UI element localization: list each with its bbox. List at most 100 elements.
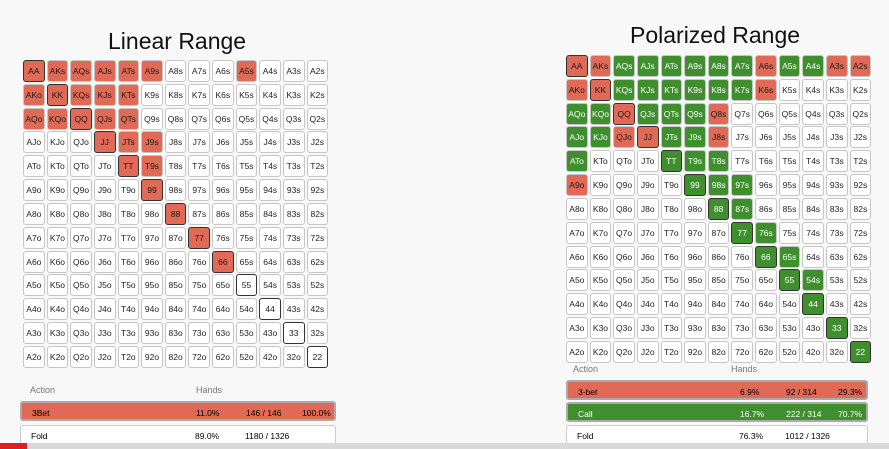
hand-cell-98s[interactable]: 98s (707, 174, 730, 197)
hand-cell-j7o[interactable]: J7o (636, 221, 659, 244)
hand-cell-ats[interactable]: ATs (117, 60, 140, 82)
hand-cell-k6o[interactable]: K6o (589, 245, 612, 268)
hand-cell-q3o[interactable]: Q3o (70, 322, 92, 344)
hand-cell-q3s[interactable]: Q3s (825, 102, 848, 125)
hand-cell-84o[interactable]: 84o (707, 293, 730, 316)
hand-cell-95s[interactable]: 95s (778, 174, 801, 197)
hand-cell-q2s[interactable]: Q2s (306, 107, 329, 130)
hand-cell-q9o[interactable]: Q9o (70, 179, 92, 202)
hand-cell-ats[interactable]: ATs (660, 55, 683, 77)
hand-cell-k5o[interactable]: K5o (46, 274, 69, 297)
hand-cell-qts[interactable]: QTs (660, 102, 683, 125)
hand-cell-a8s[interactable]: A8s (707, 55, 730, 77)
hand-cell-ako[interactable]: AKo (23, 83, 45, 106)
hand-cell-92s[interactable]: 92s (849, 174, 872, 197)
hand-cell-j7s[interactable]: J7s (188, 131, 211, 154)
hand-cell-k8o[interactable]: K8o (589, 197, 612, 220)
hand-cell-42o[interactable]: 42o (802, 340, 824, 363)
hand-cell-k6s[interactable]: K6s (755, 78, 777, 101)
hand-cell-j9o[interactable]: J9o (636, 174, 659, 197)
hand-cell-aks[interactable]: AKs (589, 55, 612, 77)
hand-cell-q6o[interactable]: Q6o (70, 250, 92, 273)
hand-cell-a9s[interactable]: A9s (141, 60, 163, 82)
hand-cell-a3o[interactable]: A3o (23, 322, 45, 344)
hand-cell-j8o[interactable]: J8o (636, 197, 659, 220)
hand-cell-t8o[interactable]: T8o (660, 197, 683, 220)
hand-cell-kto[interactable]: KTo (46, 155, 69, 178)
hand-cell-ajo[interactable]: AJo (566, 126, 588, 149)
hand-cell-a3o[interactable]: A3o (566, 317, 588, 339)
hand-cell-q9s[interactable]: Q9s (141, 107, 163, 130)
hand-cell-96s[interactable]: 96s (755, 174, 777, 197)
hand-cell-k7s[interactable]: K7s (188, 83, 211, 106)
hand-cell-j9o[interactable]: J9o (93, 179, 116, 202)
hand-cell-kk[interactable]: KK (589, 78, 612, 101)
hand-cell-75o[interactable]: 75o (731, 269, 754, 292)
hand-cell-a8o[interactable]: A8o (23, 202, 45, 225)
hand-cell-t8s[interactable]: T8s (707, 150, 730, 173)
hand-cell-t7o[interactable]: T7o (660, 221, 683, 244)
hand-cell-77[interactable]: 77 (188, 226, 211, 249)
hand-cell-a2s[interactable]: A2s (849, 55, 872, 77)
hand-cell-66[interactable]: 66 (755, 245, 777, 268)
hand-cell-a8s[interactable]: A8s (164, 60, 187, 82)
hand-cell-kqs[interactable]: KQs (613, 78, 635, 101)
hand-cell-88[interactable]: 88 (164, 202, 187, 225)
hand-cell-43o[interactable]: 43o (259, 322, 281, 344)
hand-cell-qq[interactable]: QQ (613, 102, 635, 125)
hand-cell-k9s[interactable]: K9s (141, 83, 163, 106)
hand-cell-93o[interactable]: 93o (684, 317, 706, 339)
hand-cell-k2o[interactable]: K2o (46, 345, 69, 368)
hand-cell-94s[interactable]: 94s (259, 179, 281, 202)
hand-cell-jj[interactable]: JJ (636, 126, 659, 149)
hand-cell-86o[interactable]: 86o (707, 245, 730, 268)
hand-cell-k8o[interactable]: K8o (46, 202, 69, 225)
hand-cell-q7s[interactable]: Q7s (188, 107, 211, 130)
hand-cell-76o[interactable]: 76o (188, 250, 211, 273)
hand-cell-97s[interactable]: 97s (731, 174, 754, 197)
hand-cell-75s[interactable]: 75s (778, 221, 801, 244)
hand-cell-a4s[interactable]: A4s (802, 55, 824, 77)
hand-cell-a3s[interactable]: A3s (825, 55, 848, 77)
hand-cell-aqs[interactable]: AQs (70, 60, 92, 82)
hand-cell-kto[interactable]: KTo (589, 150, 612, 173)
hand-cell-t3s[interactable]: T3s (825, 150, 848, 173)
hand-cell-87o[interactable]: 87o (164, 226, 187, 249)
hand-cell-53s[interactable]: 53s (825, 269, 848, 292)
hand-cell-73o[interactable]: 73o (731, 317, 754, 339)
hand-cell-52o[interactable]: 52o (778, 340, 801, 363)
hand-cell-jj[interactable]: JJ (93, 131, 116, 154)
hand-cell-k7s[interactable]: K7s (731, 78, 754, 101)
hand-cell-k3s[interactable]: K3s (825, 78, 848, 101)
hand-cell-aa[interactable]: AA (566, 55, 588, 77)
hand-cell-kts[interactable]: KTs (660, 78, 683, 101)
hand-cell-j4o[interactable]: J4o (93, 298, 116, 321)
hand-cell-82s[interactable]: 82s (306, 202, 329, 225)
hand-cell-55[interactable]: 55 (778, 269, 801, 292)
hand-cell-ajs[interactable]: AJs (93, 60, 116, 82)
hand-cell-t9o[interactable]: T9o (660, 174, 683, 197)
hand-cell-q4s[interactable]: Q4s (802, 102, 824, 125)
hand-cell-33[interactable]: 33 (282, 322, 305, 344)
hand-cell-kqs[interactable]: KQs (70, 83, 92, 106)
hand-cell-97s[interactable]: 97s (188, 179, 211, 202)
hand-cell-54s[interactable]: 54s (802, 269, 824, 292)
hand-cell-95o[interactable]: 95o (684, 269, 706, 292)
hand-cell-kk[interactable]: KK (46, 83, 69, 106)
hand-cell-k7o[interactable]: K7o (46, 226, 69, 249)
hand-cell-k6s[interactable]: K6s (212, 83, 234, 106)
hand-cell-a9s[interactable]: A9s (684, 55, 706, 77)
hand-cell-22[interactable]: 22 (306, 345, 329, 368)
hand-cell-j8o[interactable]: J8o (93, 202, 116, 225)
hand-cell-87o[interactable]: 87o (707, 221, 730, 244)
hand-cell-q6o[interactable]: Q6o (613, 245, 635, 268)
hand-cell-52o[interactable]: 52o (235, 345, 258, 368)
hand-cell-j5o[interactable]: J5o (636, 269, 659, 292)
hand-cell-k4o[interactable]: K4o (589, 293, 612, 316)
hand-cell-32o[interactable]: 32o (282, 345, 305, 368)
hand-cell-j3o[interactable]: J3o (93, 322, 116, 344)
hand-cell-64o[interactable]: 64o (212, 298, 234, 321)
hand-cell-32s[interactable]: 32s (306, 322, 329, 344)
hand-cell-q7o[interactable]: Q7o (613, 221, 635, 244)
hand-cell-a2o[interactable]: A2o (23, 345, 45, 368)
